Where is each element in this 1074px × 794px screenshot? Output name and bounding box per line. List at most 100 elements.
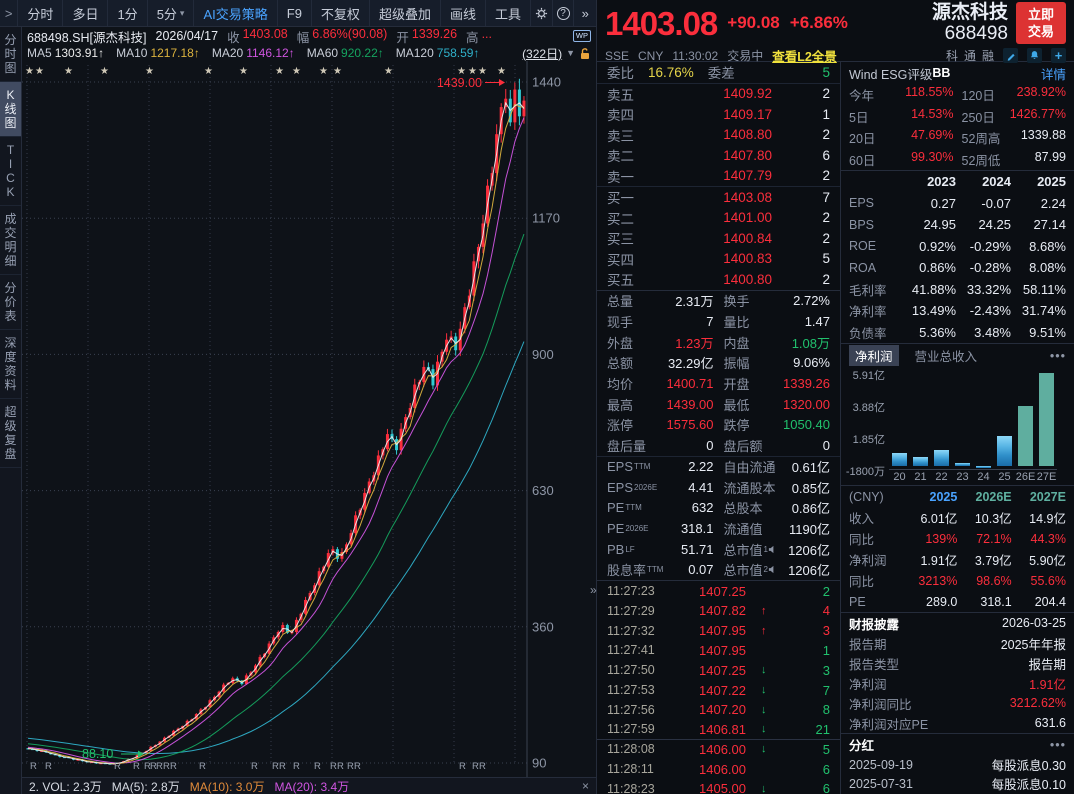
period-tabs: 分时 多日 1分 5分 ▾ — [18, 0, 195, 26]
chevron-down-icon[interactable]: ▼ — [566, 48, 575, 58]
toolbar-period-3[interactable]: 5分 ▾ — [148, 0, 195, 26]
financial-table-row: ROE 0.92% -0.29% 8.68% — [849, 238, 1066, 254]
financial-table-row: 净利率 13.49% -2.43% 31.74% — [849, 303, 1066, 320]
profit-tab-1[interactable]: 营业总收入 — [914, 350, 978, 364]
trade-now-button[interactable]: 立即 交易 — [1016, 2, 1066, 44]
price-change-pct: +6.86% — [789, 13, 848, 32]
stat-cell: 换手 2.72% — [723, 293, 831, 310]
event-star-icon[interactable]: ★ — [145, 66, 154, 77]
event-star-icon[interactable]: ★ — [457, 66, 466, 77]
event-star-icon[interactable]: ★ — [333, 66, 342, 77]
ask-row[interactable]: 卖四 1409.17 1 — [607, 106, 830, 124]
stat-cell: 外盘 1.23万 — [607, 335, 714, 351]
bid-row[interactable]: 买一 1403.08 7 — [607, 189, 830, 207]
unlock-icon[interactable] — [579, 47, 591, 60]
profit-tab-0[interactable]: 净利润 — [849, 345, 899, 366]
weibi-value: 16.76% — [648, 64, 694, 80]
event-star-icon[interactable]: ★ — [292, 66, 301, 77]
dividend-title: 分红 — [849, 739, 875, 753]
stat-cell: 股息率 TTM 0.07 — [607, 562, 714, 579]
event-star-icon[interactable]: ★ — [25, 66, 34, 77]
panel-expand-icon[interactable]: » — [590, 583, 597, 597]
profit-tabs: 净利润 营业总收入 ••• — [841, 344, 1074, 367]
toolbar-period-1[interactable]: 多日 — [63, 0, 109, 26]
stat-row: EPS 2026E 4.41 流通股本 0.85亿 — [597, 477, 840, 498]
stat-cell: 振幅 9.06% — [723, 355, 831, 372]
l2-view-link[interactable]: 查看L2全景 — [772, 50, 837, 64]
ohlc-field-1: 幅 6.86%(90.08) — [296, 26, 388, 45]
alert-bell-icon[interactable] — [1027, 48, 1042, 63]
event-star-icon[interactable]: ★ — [100, 66, 109, 77]
performance-row: 5日 14.53% 250日 1426.77% — [849, 106, 1066, 125]
ex-rights-marker: R — [330, 761, 337, 772]
wp-window-icon[interactable]: WP — [572, 30, 591, 42]
quote-pane: 1403.08 +90.08 +6.86% 源杰科技 688498 立即 交易 S… — [597, 0, 1074, 794]
settings-gear-icon[interactable] — [531, 0, 553, 26]
edit-pencil-icon[interactable] — [1003, 48, 1018, 63]
sidebar-tab-4[interactable]: 分价表 — [0, 275, 21, 330]
ma-item-2: MA20 1146.12↑ — [211, 46, 295, 60]
kline-chart[interactable]: 1440 1170 900 630 360 90 ★ ★ ★ ★ ★ ★ ★ ★ ★ ★ ★ ★ ★ ★ ★ ★ R R R R R… — [22, 61, 596, 777]
ask-row[interactable]: 卖二 1407.80 6 — [607, 147, 830, 165]
help-icon[interactable]: ? — [553, 0, 575, 26]
bid-row[interactable]: 买二 1401.00 2 — [607, 210, 830, 227]
close-icon[interactable]: × — [581, 779, 589, 793]
stat-cell: 总市值 2 1206亿 — [723, 563, 831, 579]
disclosure-row: 净利润对应PE 631.6 — [849, 716, 1066, 732]
collapse-left-icon[interactable]: > — [0, 0, 19, 26]
speaker-icon — [768, 545, 774, 553]
event-star-icon[interactable]: ★ — [275, 66, 284, 77]
performance-row: 今年 118.55% 120日 238.92% — [849, 85, 1066, 104]
event-star-icon[interactable]: ★ — [478, 66, 487, 77]
toolbar-item-4[interactable]: 画线 — [441, 0, 486, 26]
ex-rights-marker: R — [472, 761, 479, 772]
toolbar-item-5[interactable]: 工具 — [486, 0, 531, 26]
toolbar-item-3[interactable]: 超级叠加 — [370, 0, 441, 26]
event-star-icon[interactable]: ★ — [64, 66, 73, 77]
ohlc-field-0: 收 1403.08 — [227, 26, 288, 45]
trade-tick-row: 11:28:11 1406.00 6 — [607, 761, 830, 777]
ask-row[interactable]: 卖三 1408.80 2 — [607, 127, 830, 144]
stats-grid: 总量 2.31万 换手 2.72% 现手 7 量比 1.47 外盘 1.23万 内盘 1.08万 总额 3… — [597, 291, 840, 582]
trade-tick-row: 11:28:08 1406.00 ↓ 5 — [607, 741, 830, 757]
chevron-down-icon[interactable]: ▾ — [179, 7, 185, 18]
profit-bar-27E — [1039, 373, 1054, 467]
bid-row[interactable]: 买四 1400.83 5 — [607, 251, 830, 268]
toolbar-item-2[interactable]: 不复权 — [312, 0, 370, 26]
profit-bar-26E — [1018, 406, 1033, 467]
event-star-icon[interactable]: ★ — [384, 66, 393, 77]
event-star-icon[interactable]: ★ — [204, 66, 213, 77]
sidebar-tab-3[interactable]: 成交明细 — [0, 206, 21, 275]
sidebar-tab-5[interactable]: 深度资料 — [0, 330, 21, 399]
dividend-more-icon[interactable]: ••• — [1049, 737, 1066, 752]
time-sales-list[interactable]: 11:27:23 1407.25 2 11:27:29 1407.82 ↑ 4 11:27:3… — [597, 581, 840, 794]
ex-rights-marker: R — [170, 761, 177, 772]
stat-row: 最高 1439.00 最低 1320.00 — [597, 394, 840, 415]
bid-row[interactable]: 买五 1400.80 2 — [607, 271, 830, 289]
sidebar-tab-6[interactable]: 超级复盘 — [0, 399, 21, 468]
event-star-icon[interactable]: ★ — [319, 66, 328, 77]
toolbar-item-1[interactable]: F9 — [278, 0, 312, 26]
sidebar-tab-0[interactable]: 分时图 — [0, 27, 21, 82]
event-star-icon[interactable]: ★ — [497, 66, 506, 77]
profit-bar-21 — [913, 456, 928, 467]
toolbar-overflow-icon[interactable]: » — [581, 5, 589, 21]
bid-levels: 买一 1403.08 7 买二 1401.00 2 买三 1400.84 2 买四 1400.83 5… — [597, 187, 840, 291]
event-star-icon[interactable]: ★ — [239, 66, 248, 77]
profit-more-icon[interactable]: ••• — [1049, 348, 1066, 363]
bid-row[interactable]: 买三 1400.84 2 — [607, 230, 830, 248]
add-watchlist-icon[interactable]: + — [1051, 48, 1066, 63]
ask-row[interactable]: 卖一 1407.79 2 — [607, 168, 830, 185]
period-range-link[interactable]: (322日) — [522, 46, 563, 61]
trade-tick-row: 11:27:50 1407.25 ↓ 3 — [607, 662, 830, 678]
esg-detail-link[interactable]: 详情 — [1040, 67, 1066, 82]
ma-item-1: MA10 1217.18↑ — [116, 46, 200, 60]
toolbar-item-0[interactable]: AI交易策略 — [194, 0, 278, 26]
ask-row[interactable]: 卖五 1409.92 2 — [607, 86, 830, 103]
toolbar-period-2[interactable]: 1分 — [108, 0, 148, 26]
toolbar-period-0[interactable]: 分时 — [18, 0, 64, 26]
event-star-icon[interactable]: ★ — [35, 66, 44, 77]
event-star-icon[interactable]: ★ — [468, 66, 477, 77]
